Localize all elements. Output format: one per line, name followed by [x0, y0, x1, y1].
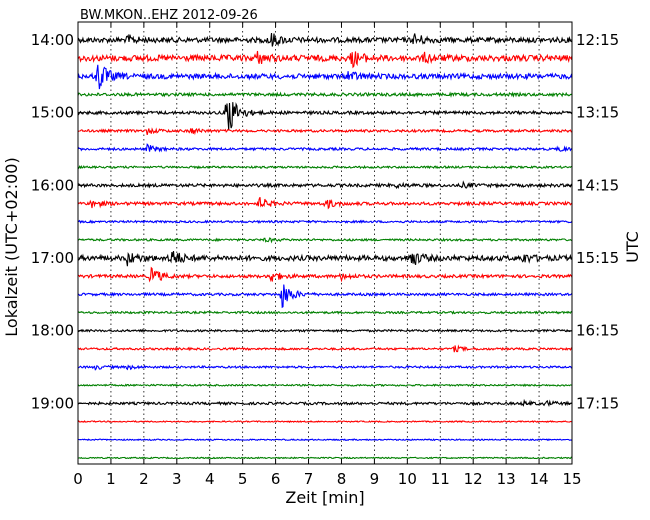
seismogram-trace — [77, 344, 573, 353]
seismogram-trace — [77, 143, 573, 153]
seismogram-trace — [77, 328, 573, 333]
seismogram-trace — [77, 102, 573, 130]
plot-area — [78, 22, 572, 464]
seismogram-trace — [77, 237, 573, 244]
seismogram-trace — [77, 50, 573, 69]
x-tick-label: 7 — [304, 470, 314, 488]
seismogram-trace — [77, 364, 573, 371]
traces — [77, 32, 573, 460]
y-axis-label-right: UTC — [623, 231, 642, 263]
seismogram-trace — [77, 383, 573, 388]
seismogram-trace — [77, 196, 573, 210]
seismogram-trace — [77, 438, 573, 442]
seismogram-trace — [77, 310, 573, 315]
y-tick-label-left: 19:00 — [31, 394, 74, 412]
x-tick-label: 2 — [139, 470, 149, 488]
grid-lines — [110, 22, 540, 464]
chart-title: BW.MKON..EHZ 2012-09-26 — [80, 8, 258, 23]
y-tick-label-right: 16:15 — [576, 322, 619, 340]
y-tick-label-right: 14:15 — [576, 176, 619, 194]
x-tick-label: 13 — [497, 470, 516, 488]
x-tick-label: 8 — [337, 470, 347, 488]
plot-frame — [77, 21, 573, 465]
y-tick-label-left: 15:00 — [31, 104, 74, 122]
seismogram-trace — [77, 127, 573, 136]
y-tick-label-left: 17:00 — [31, 249, 74, 267]
x-tick-label: 15 — [562, 470, 581, 488]
y-tick-label-right: 17:15 — [576, 394, 619, 412]
x-tick-label: 3 — [172, 470, 182, 488]
seismogram-trace — [77, 420, 573, 424]
seismogram-trace — [77, 32, 573, 47]
y-tick-label-left: 16:00 — [31, 176, 74, 194]
x-tick-label: 12 — [464, 470, 483, 488]
seismogram-trace — [77, 64, 573, 90]
seismogram-trace — [77, 266, 573, 283]
y-axis-label-left: Lokalzeit (UTC+02:00) — [2, 157, 21, 336]
seismogram-trace — [77, 164, 573, 170]
seismogram-trace — [77, 180, 573, 190]
x-ticks: 0 1 2 3 4 5 6 7 8 9 10 11 12 13 14 15 — [73, 22, 582, 488]
x-tick-label: 4 — [205, 470, 215, 488]
x-tick-label: 6 — [271, 470, 281, 488]
y-ticks: 14:00 12:15 15:00 13:15 16:00 14:15 17:00 15:15… — [31, 31, 619, 412]
x-tick-label: 14 — [530, 470, 549, 488]
x-tick-label: 10 — [398, 470, 417, 488]
x-tick-label: 9 — [370, 470, 380, 488]
y-tick-label-right: 15:15 — [576, 249, 619, 267]
seismogram-trace — [77, 251, 573, 267]
x-tick-label: 1 — [106, 470, 116, 488]
y-tick-label-right: 12:15 — [576, 31, 619, 49]
seismogram-trace — [77, 284, 573, 309]
seismogram-trace — [77, 398, 572, 407]
y-tick-label-left: 14:00 — [31, 31, 74, 49]
y-tick-label-left: 18:00 — [31, 322, 74, 340]
x-axis-label: Zeit [min] — [285, 488, 364, 507]
seismogram-trace — [77, 219, 573, 224]
seismogram-trace — [77, 456, 573, 460]
x-tick-label: 0 — [73, 470, 83, 488]
y-tick-label-right: 13:15 — [576, 104, 619, 122]
x-tick-label: 5 — [238, 470, 248, 488]
x-tick-label: 11 — [431, 470, 450, 488]
seismogram-trace — [77, 91, 573, 98]
